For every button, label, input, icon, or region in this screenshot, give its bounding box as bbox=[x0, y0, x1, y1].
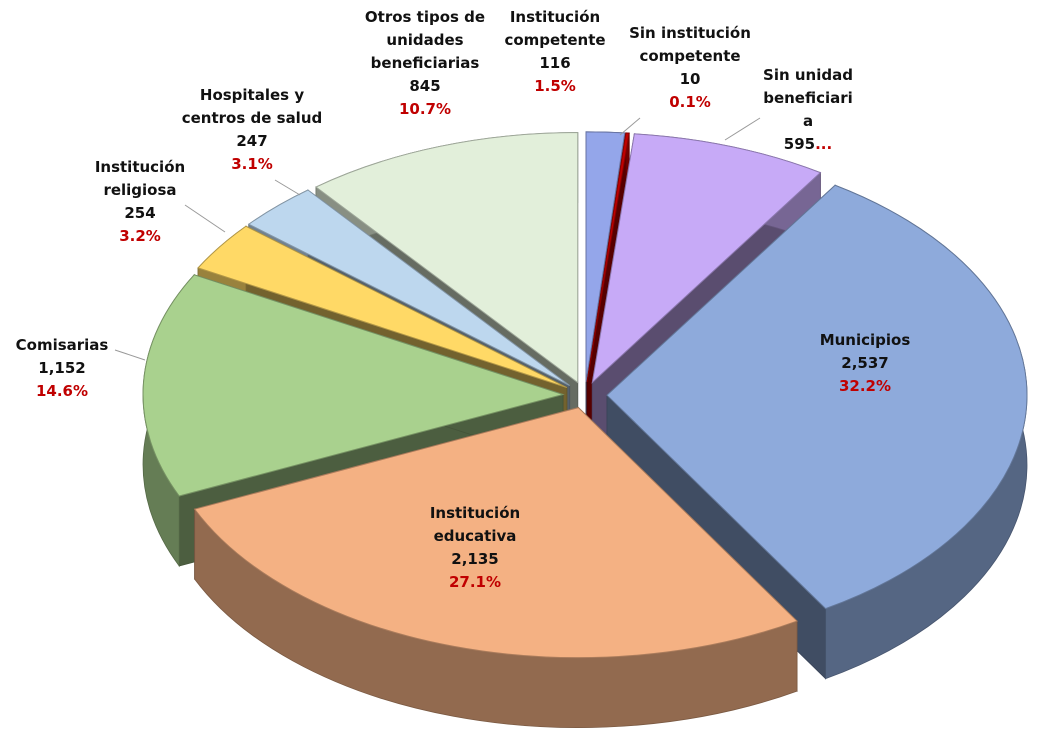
slice bbox=[197, 225, 568, 389]
slice bbox=[247, 189, 570, 386]
category-label: Institución competente bbox=[504, 8, 605, 49]
leader-line bbox=[619, 117, 641, 136]
category-label: Institución educativa bbox=[430, 504, 520, 545]
slice bbox=[142, 274, 565, 497]
category-label: Sin unidad beneficiari a bbox=[763, 66, 853, 130]
percent-label: 0.1% bbox=[669, 93, 711, 111]
value-label: 10 bbox=[680, 70, 701, 88]
slice bbox=[585, 131, 626, 382]
percent-label: 1.5% bbox=[534, 77, 576, 95]
slice bbox=[193, 407, 798, 659]
category-label: Sin institución competente bbox=[629, 24, 751, 65]
percent-label: 10.7% bbox=[399, 100, 451, 118]
value-label: 116 bbox=[539, 54, 570, 72]
percent-label: 27.1% bbox=[449, 573, 501, 591]
leader-line bbox=[724, 117, 761, 141]
leader-line bbox=[184, 204, 226, 233]
slice-group bbox=[193, 406, 798, 728]
category-label: Hospitales y centros de salud bbox=[182, 86, 323, 127]
value-label-line: 595... bbox=[784, 135, 832, 153]
percent-label: 3.2% bbox=[119, 227, 161, 245]
category-label: Municipios bbox=[820, 331, 911, 349]
slice bbox=[591, 133, 822, 384]
percent-label: 3.1% bbox=[231, 155, 273, 173]
value-label: 254 bbox=[124, 204, 155, 222]
category-label: Comisarias bbox=[16, 336, 109, 354]
category-label: Otros tipos de unidades beneficiarias bbox=[365, 8, 485, 72]
value-label: 2,537 bbox=[841, 354, 888, 372]
value-label: 247 bbox=[236, 132, 267, 150]
leader-line bbox=[274, 179, 301, 196]
slice bbox=[586, 132, 630, 382]
value-label: 1,152 bbox=[38, 359, 85, 377]
percent-label: ... bbox=[815, 135, 832, 153]
slice bbox=[315, 132, 579, 384]
percent-label: 32.2% bbox=[839, 377, 891, 395]
leader-line bbox=[114, 349, 146, 361]
slice bbox=[606, 184, 1028, 610]
value-label: 595 bbox=[784, 135, 815, 153]
category-label: Institución religiosa bbox=[95, 158, 185, 199]
value-label: 845 bbox=[409, 77, 440, 95]
percent-label: 14.6% bbox=[36, 382, 88, 400]
value-label: 2,135 bbox=[451, 550, 498, 568]
